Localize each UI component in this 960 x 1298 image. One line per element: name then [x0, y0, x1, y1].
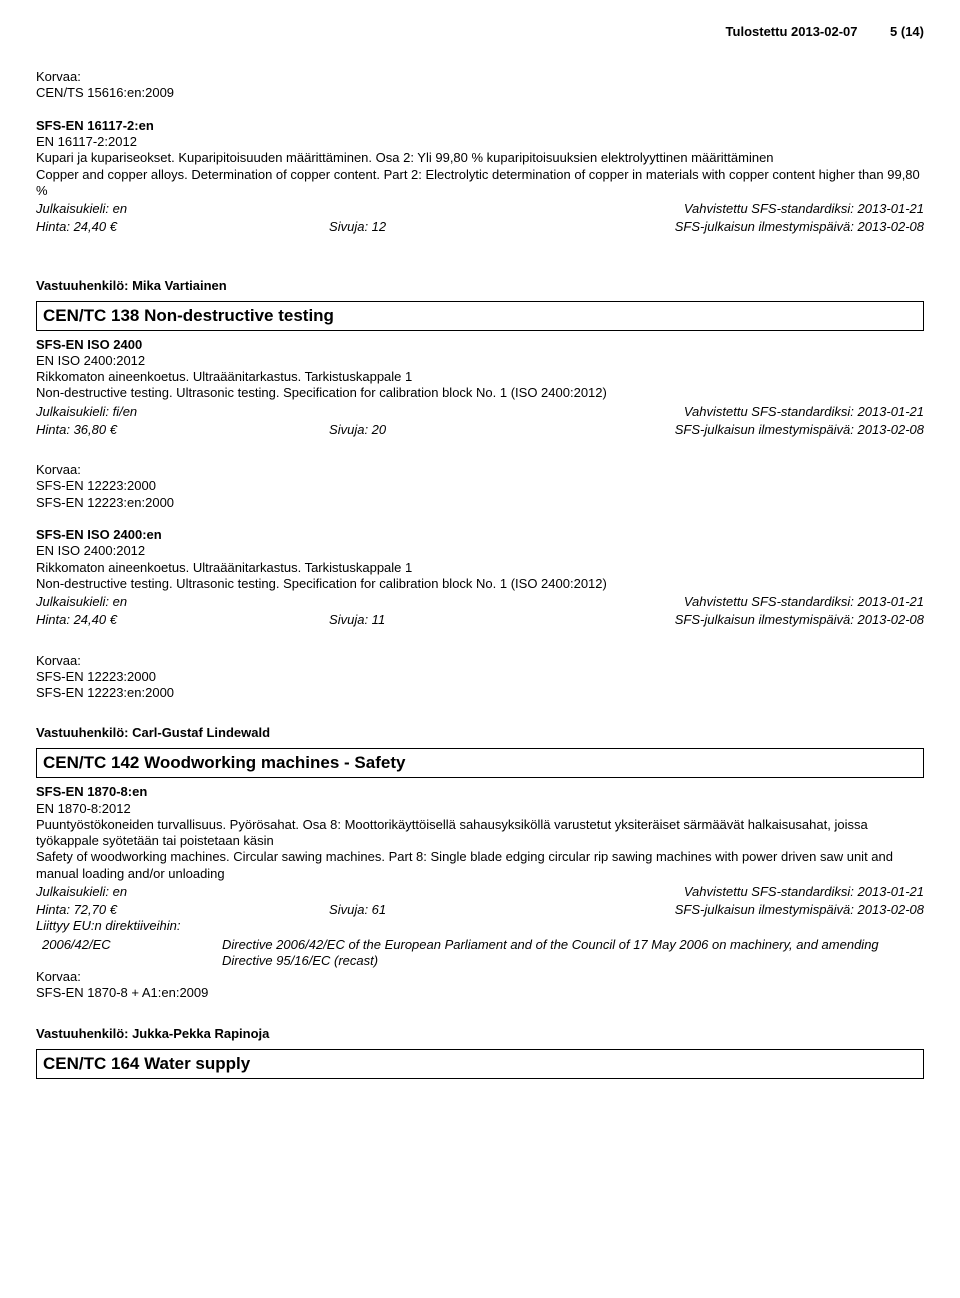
publication-language: Julkaisukieli: en	[36, 884, 127, 900]
replaces-item: CEN/TS 15616:en:2009	[36, 85, 924, 101]
page-header: Tulostettu 2013-02-07 5 (14)	[36, 24, 924, 39]
directive-text: Directive 2006/42/EC of the European Par…	[222, 937, 924, 970]
standard-entry: Korvaa: SFS-EN 12223:2000 SFS-EN 12223:e…	[36, 653, 924, 702]
title-fi: Rikkomaton aineenkoetus. Ultraäänitarkas…	[36, 560, 924, 576]
standard-code-alt: EN 16117-2:2012	[36, 134, 924, 150]
pages: Sivuja: 20	[329, 422, 622, 438]
replaces-item: SFS-EN 12223:2000	[36, 669, 924, 685]
replaces-item: SFS-EN 12223:en:2000	[36, 685, 924, 701]
release-date: SFS-julkaisun ilmestymispäivä: 2013-02-0…	[622, 612, 924, 628]
replaces-label: Korvaa:	[36, 969, 924, 985]
pages: Sivuja: 61	[329, 902, 622, 918]
printed-date: Tulostettu 2013-02-07	[726, 24, 858, 39]
title-fi: Kupari ja kupariseokset. Kuparipitoisuud…	[36, 150, 924, 166]
standard-code: SFS-EN 16117-2:en	[36, 118, 924, 134]
standard-code-alt: EN ISO 2400:2012	[36, 353, 924, 369]
price: Hinta: 36,80 €	[36, 422, 329, 438]
price: Hinta: 24,40 €	[36, 219, 329, 235]
directive-code: 2006/42/EC	[36, 937, 222, 970]
replaces-item: SFS-EN 1870-8 + A1:en:2009	[36, 985, 924, 1001]
directives-label: Liittyy EU:n direktiiveihin:	[36, 918, 924, 934]
release-date: SFS-julkaisun ilmestymispäivä: 2013-02-0…	[622, 902, 924, 918]
page-number: 5 (14)	[890, 24, 924, 39]
title-fi: Rikkomaton aineenkoetus. Ultraäänitarkas…	[36, 369, 924, 385]
standard-entry: SFS-EN ISO 2400 EN ISO 2400:2012 Rikkoma…	[36, 337, 924, 439]
committee-header: CEN/TC 138 Non-destructive testing	[36, 301, 924, 331]
publication-language: Julkaisukieli: en	[36, 201, 127, 217]
release-date: SFS-julkaisun ilmestymispäivä: 2013-02-0…	[622, 422, 924, 438]
replaces-label: Korvaa:	[36, 462, 924, 478]
confirmed-date: Vahvistettu SFS-standardiksi: 2013-01-21	[684, 594, 924, 610]
standard-code: SFS-EN ISO 2400:en	[36, 527, 924, 543]
publication-language: Julkaisukieli: en	[36, 594, 127, 610]
standard-code-alt: EN 1870-8:2012	[36, 801, 924, 817]
price: Hinta: 72,70 €	[36, 902, 329, 918]
title-en: Copper and copper alloys. Determination …	[36, 167, 924, 200]
title-fi: Puuntyöstökoneiden turvallisuus. Pyörösa…	[36, 817, 924, 850]
replaces-label: Korvaa:	[36, 69, 924, 85]
pages: Sivuja: 11	[329, 612, 622, 628]
responsible-person: Vastuuhenkilö: Jukka-Pekka Rapinoja	[36, 1026, 924, 1041]
responsible-person: Vastuuhenkilö: Carl-Gustaf Lindewald	[36, 725, 924, 740]
standard-entry: Korvaa: CEN/TS 15616:en:2009 SFS-EN 1611…	[36, 69, 924, 236]
standard-entry: Korvaa: SFS-EN 12223:2000 SFS-EN 12223:e…	[36, 462, 924, 629]
confirmed-date: Vahvistettu SFS-standardiksi: 2013-01-21	[684, 201, 924, 217]
confirmed-date: Vahvistettu SFS-standardiksi: 2013-01-21	[684, 884, 924, 900]
release-date: SFS-julkaisun ilmestymispäivä: 2013-02-0…	[622, 219, 924, 235]
confirmed-date: Vahvistettu SFS-standardiksi: 2013-01-21	[684, 404, 924, 420]
standard-code: SFS-EN ISO 2400	[36, 337, 924, 353]
title-en: Non-destructive testing. Ultrasonic test…	[36, 385, 924, 401]
standard-code-alt: EN ISO 2400:2012	[36, 543, 924, 559]
title-en: Non-destructive testing. Ultrasonic test…	[36, 576, 924, 592]
pages: Sivuja: 12	[329, 219, 622, 235]
replaces-item: SFS-EN 12223:en:2000	[36, 495, 924, 511]
replaces-item: SFS-EN 12223:2000	[36, 478, 924, 494]
standard-entry: SFS-EN 1870-8:en EN 1870-8:2012 Puuntyös…	[36, 784, 924, 1001]
standard-code: SFS-EN 1870-8:en	[36, 784, 924, 800]
title-en: Safety of woodworking machines. Circular…	[36, 849, 924, 882]
price: Hinta: 24,40 €	[36, 612, 329, 628]
replaces-label: Korvaa:	[36, 653, 924, 669]
responsible-person: Vastuuhenkilö: Mika Vartiainen	[36, 278, 924, 293]
committee-header: CEN/TC 142 Woodworking machines - Safety	[36, 748, 924, 778]
publication-language: Julkaisukieli: fi/en	[36, 404, 137, 420]
committee-header: CEN/TC 164 Water supply	[36, 1049, 924, 1079]
